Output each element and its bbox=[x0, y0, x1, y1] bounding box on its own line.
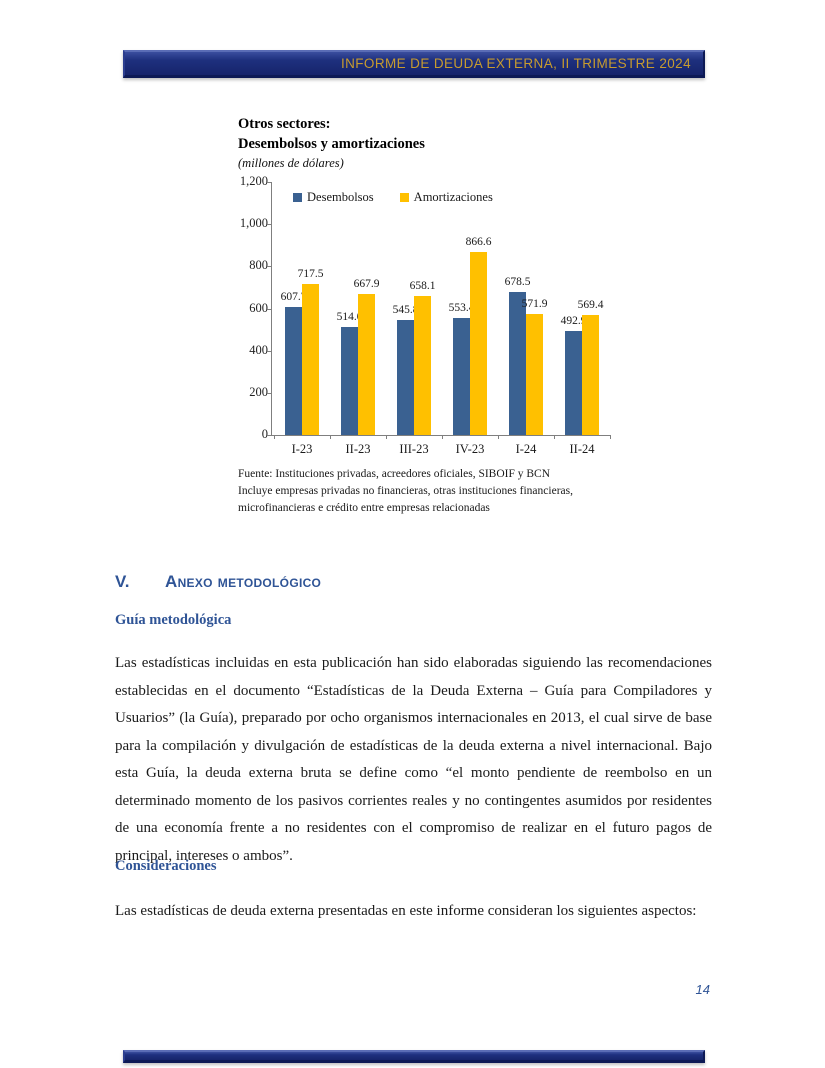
source-line2: Incluye empresas privadas no financieras… bbox=[238, 485, 573, 497]
x-axis-category-label: I-24 bbox=[515, 442, 537, 456]
chart-legend: Desembolsos Amortizaciones bbox=[293, 190, 493, 205]
x-axis-category-label: II-23 bbox=[345, 442, 371, 456]
x-axis-category-label: III-23 bbox=[399, 442, 429, 456]
bar-amortizaciones bbox=[526, 314, 543, 435]
x-axis-tickmark bbox=[274, 435, 275, 439]
header-title: INFORME DE DEUDA EXTERNA, II TRIMESTRE 2… bbox=[340, 56, 691, 71]
x-axis-category-label: II-24 bbox=[569, 442, 595, 456]
bar-value-label: 717.5 bbox=[297, 268, 324, 280]
paragraph-guia: Las estadísticas incluidas en esta publi… bbox=[115, 655, 712, 864]
chart-unit-note: (millones de dólares) bbox=[238, 156, 344, 170]
y-axis-tick-label: 400 bbox=[249, 342, 268, 357]
bar-value-label: 514.0 bbox=[336, 311, 363, 323]
footer-banner bbox=[123, 1050, 705, 1063]
x-axis-tickmark bbox=[442, 435, 443, 439]
y-axis-tickmark bbox=[267, 308, 271, 310]
bar-value-label: 667.9 bbox=[353, 278, 380, 290]
bar-desembolsos bbox=[453, 318, 470, 435]
bar-desembolsos bbox=[509, 292, 526, 435]
y-axis-tick-label: 0 bbox=[261, 427, 268, 441]
header-banner: INFORME DE DEUDA EXTERNA, II TRIMESTRE 2… bbox=[123, 50, 705, 78]
bar-value-label: 866.6 bbox=[465, 236, 492, 248]
source-line3: microfinancieras e crédito entre empresa… bbox=[238, 502, 490, 514]
page-number: 14 bbox=[695, 982, 710, 997]
y-axis-tick-label: 600 bbox=[249, 300, 268, 315]
y-axis-tickmark bbox=[267, 350, 271, 352]
x-axis-tickmark bbox=[554, 435, 555, 439]
bar-desembolsos bbox=[341, 327, 358, 435]
legend-item-desembolsos: Desembolsos bbox=[293, 190, 374, 205]
bar-amortizaciones bbox=[470, 252, 487, 435]
bar-chart: Desembolsos Amortizaciones 0 200 400 600 800… bbox=[238, 174, 628, 464]
section-numeral: V. bbox=[115, 572, 130, 591]
legend-item-amortizaciones: Amortizaciones bbox=[399, 190, 493, 205]
x-axis-category-label: I-23 bbox=[291, 442, 313, 456]
x-axis-tickmark bbox=[386, 435, 387, 439]
bar-desembolsos bbox=[565, 331, 582, 435]
chart-title-line2: Desembolsos y amortizaciones bbox=[238, 136, 425, 152]
bar-value-label: 678.5 bbox=[504, 276, 531, 288]
y-axis-tickmark bbox=[267, 266, 271, 268]
bar-desembolsos bbox=[397, 320, 414, 435]
legend-label-desembolsos: Desembolsos bbox=[307, 190, 374, 204]
bar-amortizaciones bbox=[302, 284, 319, 435]
y-axis-tick-label: 200 bbox=[249, 384, 268, 399]
y-axis-tickmark bbox=[267, 182, 271, 183]
bar-amortizaciones bbox=[582, 315, 599, 435]
bar-desembolsos bbox=[285, 307, 302, 435]
bar-value-label: 607.7 bbox=[280, 291, 307, 303]
y-axis-tick-label: 1,000 bbox=[239, 216, 268, 231]
subheading-guia: Guía metodológica bbox=[115, 612, 232, 628]
paragraph-consideraciones: Las estadísticas de deuda externa presen… bbox=[115, 903, 697, 919]
source-line1: Fuente: Instituciones privadas, acreedor… bbox=[238, 468, 551, 480]
section-heading-anexo: V. Anexo metodológico bbox=[115, 572, 715, 592]
bar-value-label: 571.9 bbox=[521, 298, 548, 310]
x-axis-tickmark bbox=[610, 435, 611, 439]
legend-label-amortizaciones: Amortizaciones bbox=[413, 190, 493, 204]
subheading-consideraciones: Consideraciones bbox=[115, 858, 217, 874]
y-axis-tickmark bbox=[267, 392, 271, 394]
bar-amortizaciones bbox=[358, 294, 375, 435]
chart-source-note: Fuente: Instituciones privadas, acreedor… bbox=[238, 466, 598, 517]
bar-value-label: 545.8 bbox=[392, 304, 419, 316]
y-axis-tickmark bbox=[267, 435, 271, 436]
chart-title-line1: Otros sectores: bbox=[238, 116, 331, 132]
y-axis-tick-label: 1,200 bbox=[239, 174, 268, 188]
x-axis-tickmark bbox=[498, 435, 499, 439]
x-axis-category-label: IV-23 bbox=[455, 442, 485, 456]
legend-swatch-amortizaciones bbox=[399, 193, 409, 202]
y-axis-tick-label: 800 bbox=[249, 258, 268, 273]
y-axis-tickmark bbox=[267, 224, 271, 226]
bar-value-label: 492.9 bbox=[560, 315, 587, 327]
bar-value-label: 553.4 bbox=[448, 302, 475, 314]
x-axis-tickmark bbox=[330, 435, 331, 439]
bar-value-label: 569.4 bbox=[577, 299, 604, 311]
chart-title-block: Otros sectores: Desembolsos y amortizaci… bbox=[238, 114, 425, 172]
legend-swatch-desembolsos bbox=[293, 193, 302, 202]
bar-value-label: 658.1 bbox=[409, 280, 436, 292]
y-axis-line bbox=[271, 182, 272, 435]
bar-amortizaciones bbox=[414, 296, 431, 435]
x-axis-line bbox=[271, 435, 611, 436]
section-title: Anexo metodológico bbox=[165, 572, 322, 591]
